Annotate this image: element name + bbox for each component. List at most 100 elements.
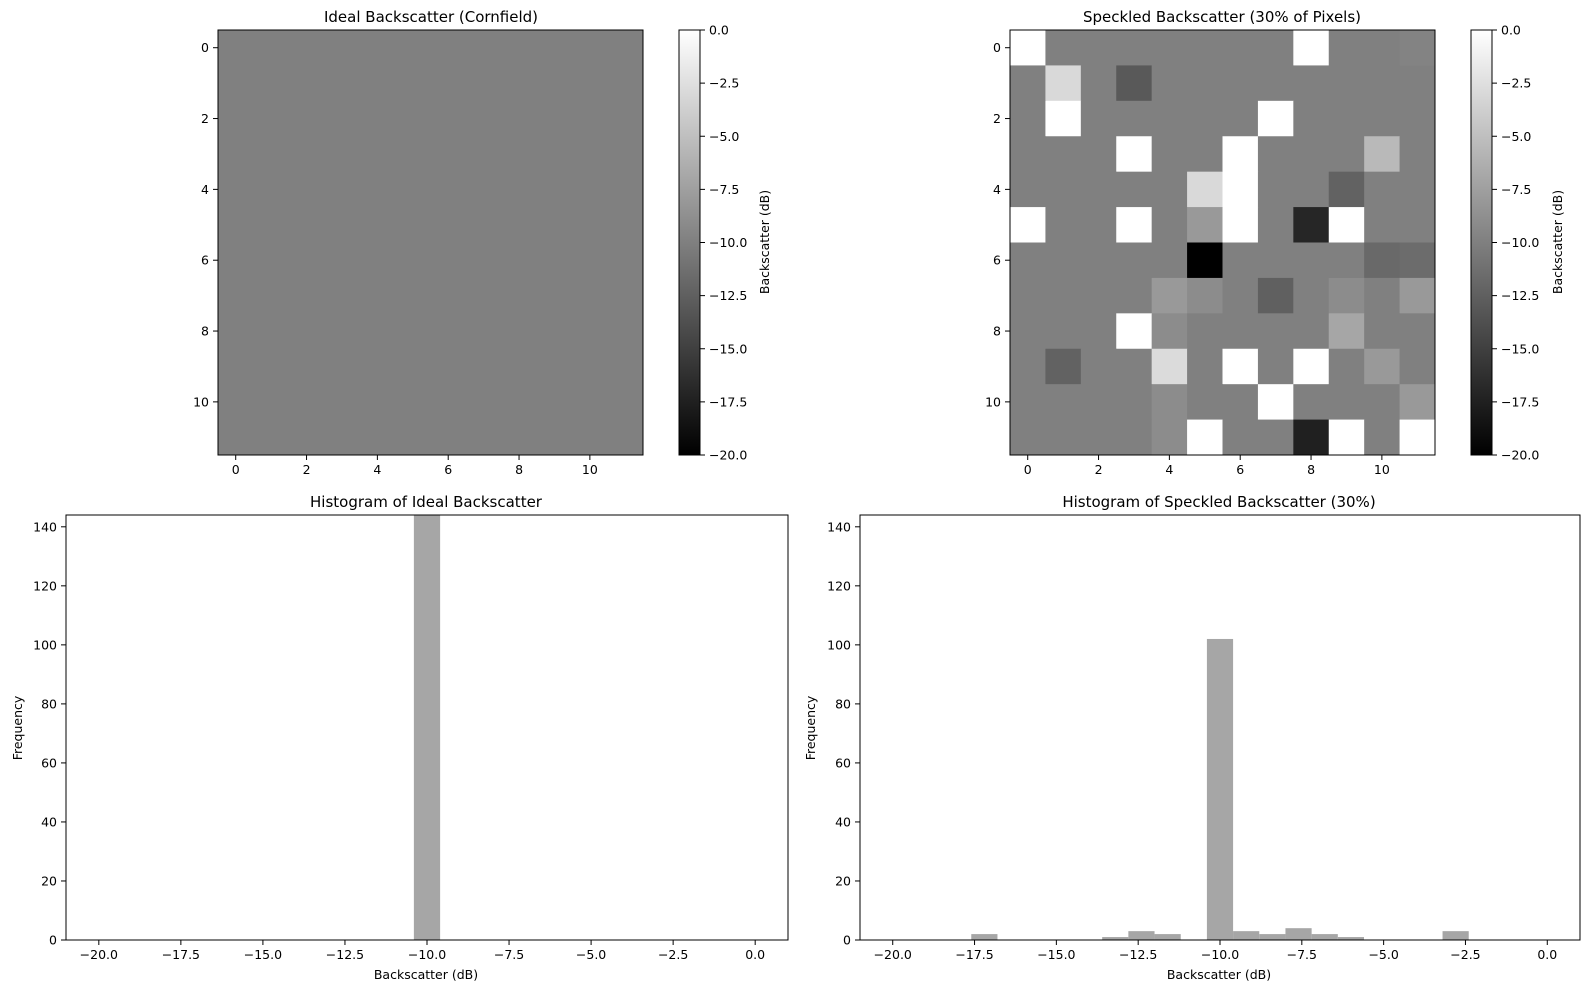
speckled-heatmap-cell — [1257, 348, 1294, 385]
speckled-heatmap-ytick-label: 4 — [993, 182, 1001, 197]
ideal-heatmap-cell — [253, 207, 290, 243]
speckled-heatmap-cell — [1151, 348, 1188, 385]
speckled-heatmap-cell — [1364, 242, 1400, 279]
ideal-heatmap-xtick-label: 2 — [303, 462, 311, 477]
speckled-heatmap-cell — [1328, 277, 1365, 314]
speckled-heatmap-cell — [1151, 419, 1188, 456]
ideal-heatmap-cell — [430, 384, 467, 420]
ideal-heatmap-cell — [395, 100, 431, 137]
ideal-heatmap-cell — [465, 419, 502, 456]
ideal-heatmap-cell — [395, 30, 431, 66]
ideal-heatmap-xtick-label: 8 — [515, 462, 523, 477]
speckled-histogram-bar — [971, 934, 998, 940]
speckled-colorbar-tick-label: −15.0 — [1501, 341, 1539, 356]
speckled-heatmap-ytick-label: 10 — [985, 394, 1001, 409]
speckled-heatmap-cell — [1222, 207, 1259, 243]
speckled-heatmap-cell — [1080, 171, 1117, 208]
ideal-heatmap-cell — [465, 100, 502, 137]
speckled-heatmap-cell — [1293, 65, 1330, 102]
ideal-heatmap-cell — [395, 277, 431, 314]
ideal-colorbar-tick-label: −15.0 — [709, 341, 747, 356]
ideal-heatmap-cell — [324, 100, 361, 137]
speckled-heatmap-cell — [1399, 419, 1436, 456]
speckled-heatmap-cell — [1045, 30, 1082, 66]
ideal-heatmap-title: Ideal Backscatter (Cornfield) — [324, 8, 538, 26]
ideal-heatmap-cell — [607, 277, 644, 314]
ideal-heatmap-cell — [607, 100, 644, 137]
ideal-heatmap-xtick-label: 10 — [582, 462, 598, 477]
speckled-histogram-bar — [1154, 934, 1181, 940]
ideal-histogram-xtick-label: −12.5 — [326, 947, 364, 962]
speckled-heatmap-cell — [1045, 384, 1082, 420]
ideal-heatmap-cell — [288, 419, 325, 456]
ideal-heatmap-cell — [218, 242, 254, 279]
ideal-heatmap-cell — [430, 65, 467, 102]
speckled-heatmap-cell — [1151, 384, 1188, 420]
ideal-heatmap-cell — [536, 100, 573, 137]
ideal-histogram-title: Histogram of Ideal Backscatter — [310, 493, 543, 511]
ideal-colorbar-tick-label: −17.5 — [709, 394, 747, 409]
speckled-heatmap-title: Speckled Backscatter (30% of Pixels) — [1083, 8, 1361, 26]
ideal-heatmap-cell — [536, 65, 573, 102]
speckled-heatmap-cell — [1222, 313, 1259, 350]
ideal-heatmap-cell — [536, 313, 573, 350]
speckled-heatmap-cell — [1364, 100, 1400, 137]
speckled-heatmap-ytick-label: 8 — [993, 324, 1001, 339]
speckled-heatmap-cell — [1222, 171, 1259, 208]
speckled-heatmap-cell — [1187, 100, 1223, 137]
speckled-heatmap-cell — [1364, 277, 1400, 314]
ideal-heatmap-cell — [395, 419, 431, 456]
speckled-heatmap-panel: Speckled Backscatter (30% of Pixels) 0 2 4… — [985, 8, 1565, 477]
ideal-colorbar-label: Backscatter (dB) — [757, 190, 772, 294]
ideal-heatmap-cell — [536, 419, 573, 456]
speckled-heatmap-cell — [1399, 171, 1436, 208]
ideal-colorbar: 0.0 −2.5 −5.0 −7.5 −10.0 −12.5 −15.0 −17.5 −20.0… — [678, 23, 772, 463]
speckled-heatmap-cell — [1364, 136, 1400, 173]
speckled-heatmap-cell — [1328, 242, 1365, 279]
ideal-heatmap-cell — [572, 136, 608, 173]
ideal-colorbar-tick-label: −20.0 — [709, 448, 747, 463]
speckled-heatmap-cell — [1010, 242, 1046, 279]
ideal-heatmap-cell — [395, 348, 431, 385]
speckled-heatmap-cell — [1187, 136, 1223, 173]
speckled-heatmap-cell — [1045, 277, 1082, 314]
ideal-heatmap-cell — [465, 171, 502, 208]
ideal-heatmap-cell — [430, 171, 467, 208]
ideal-heatmap-ytick-label: 6 — [201, 253, 209, 268]
ideal-histogram-ytick-label: 20 — [41, 873, 57, 888]
speckled-heatmap-cell — [1116, 242, 1153, 279]
ideal-heatmap-xtick-label: 6 — [444, 462, 452, 477]
ideal-heatmap-frame — [217, 29, 644, 456]
ideal-heatmap-cell — [288, 171, 325, 208]
ideal-heatmap-cell — [359, 384, 396, 420]
ideal-heatmap-cell — [253, 100, 290, 137]
ideal-heatmap-cell — [430, 348, 467, 385]
ideal-heatmap-cell — [253, 384, 290, 420]
ideal-histogram-ytick-label: 0 — [49, 933, 57, 948]
ideal-heatmap-cell — [501, 65, 538, 102]
speckled-heatmap-cell — [1328, 419, 1365, 456]
ideal-heatmap-cell — [253, 65, 290, 102]
ideal-heatmap-cell — [572, 419, 608, 456]
ideal-heatmap-cell — [465, 207, 502, 243]
ideal-heatmap-cell — [324, 136, 361, 173]
ideal-heatmap-cell — [253, 419, 290, 456]
speckled-heatmap-ytick-label: 2 — [993, 111, 1001, 126]
speckled-heatmap-cell — [1116, 65, 1153, 102]
speckled-heatmap-cell — [1045, 171, 1082, 208]
ideal-heatmap-cell — [572, 30, 608, 66]
ideal-heatmap-cell — [501, 313, 538, 350]
ideal-heatmap-cell — [395, 313, 431, 350]
ideal-heatmap-cell — [607, 207, 644, 243]
speckled-heatmap-cell — [1364, 65, 1400, 102]
speckled-histogram-bar — [1442, 931, 1469, 940]
speckled-histogram-ytick-label: 20 — [835, 873, 851, 888]
ideal-heatmap-cell — [465, 30, 502, 66]
ideal-heatmap-cell — [572, 348, 608, 385]
speckled-heatmap-cell — [1222, 384, 1259, 420]
speckled-heatmap-cell — [1151, 277, 1188, 314]
speckled-heatmap-cell — [1293, 348, 1330, 385]
speckled-heatmap-cell — [1328, 100, 1365, 137]
ideal-heatmap-cell — [218, 384, 254, 420]
